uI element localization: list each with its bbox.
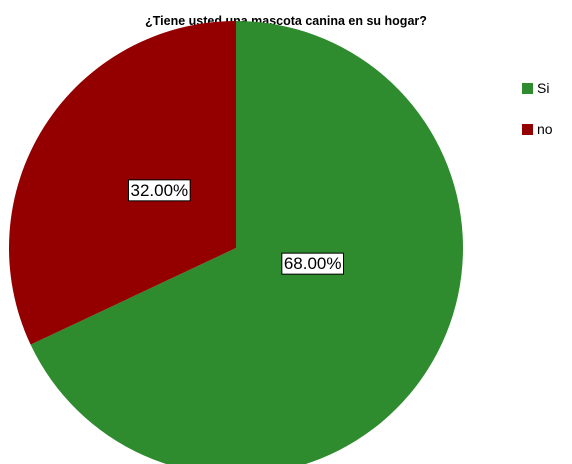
- legend-swatch-no: [522, 123, 533, 135]
- legend: Si no: [522, 78, 553, 160]
- svg-text:32.00%: 32.00%: [130, 181, 188, 200]
- svg-text:68.00%: 68.00%: [284, 254, 342, 273]
- legend-swatch-si: [522, 82, 533, 94]
- legend-label-si: Si: [537, 80, 550, 96]
- data-label-no: 32.00%: [127, 179, 191, 202]
- legend-item-no: no: [522, 119, 553, 139]
- slice-si: [30, 21, 463, 464]
- slice-no: [9, 21, 237, 345]
- data-label-si: 68.00%: [281, 252, 345, 275]
- legend-item-si: Si: [522, 78, 553, 98]
- legend-label-no: no: [537, 121, 553, 137]
